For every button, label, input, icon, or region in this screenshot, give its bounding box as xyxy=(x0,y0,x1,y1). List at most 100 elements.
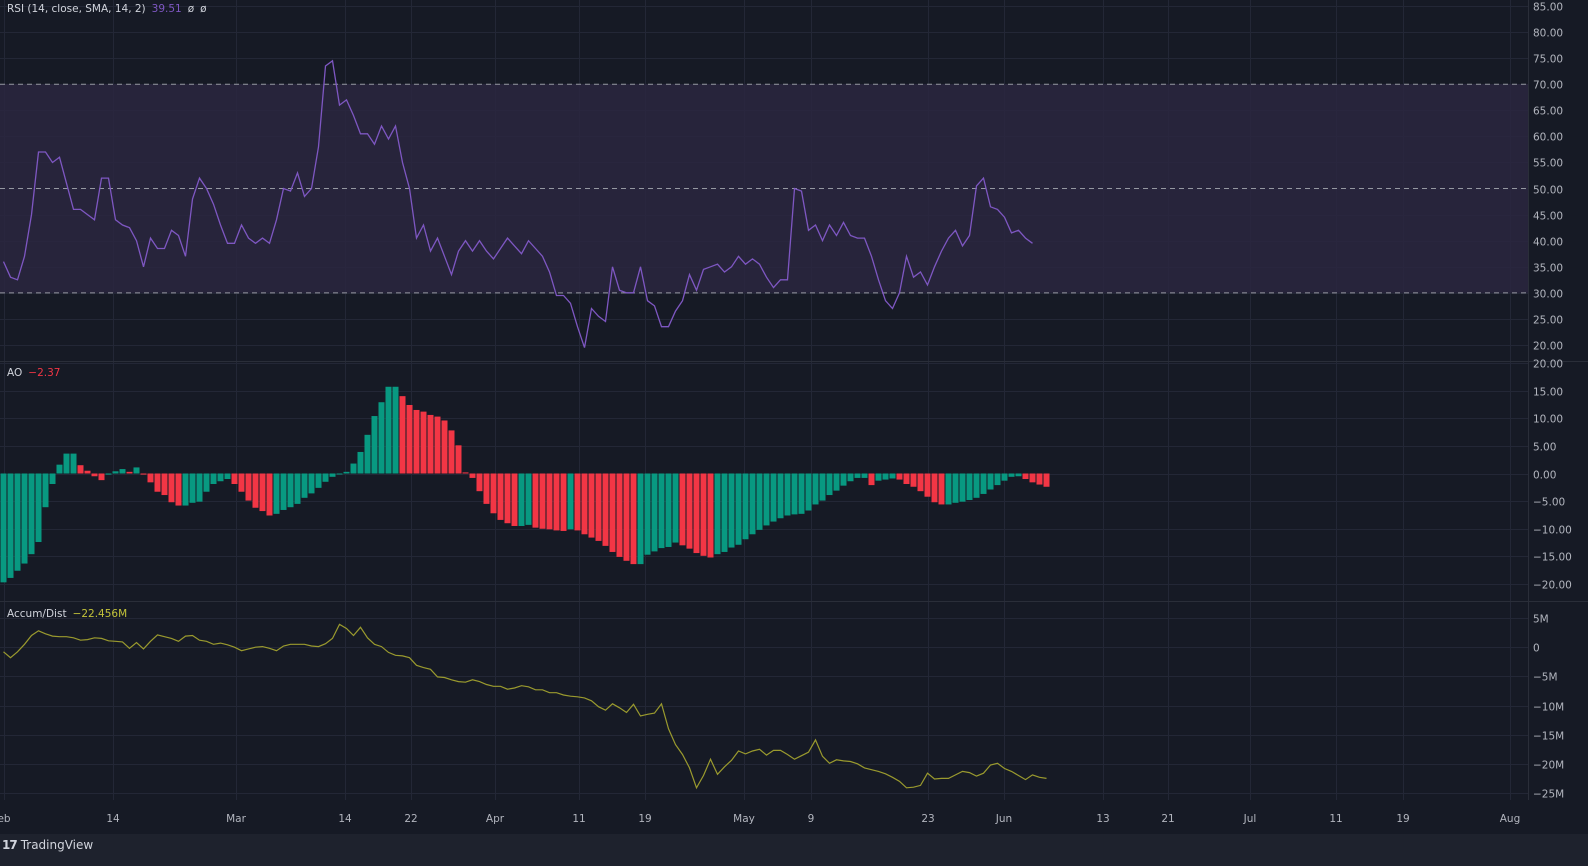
ao-bar xyxy=(112,471,119,474)
ao-bar xyxy=(56,464,63,474)
ao-bar xyxy=(1022,473,1029,480)
ao-bar xyxy=(924,473,931,497)
ao-bar xyxy=(672,473,679,543)
price-tick-label: 80.00 xyxy=(1533,28,1563,40)
ao-bar xyxy=(133,467,140,474)
ao-bar xyxy=(70,453,77,474)
ao-bar xyxy=(735,473,742,545)
rsi-extra-2: ø xyxy=(200,3,207,15)
ao-bar xyxy=(532,473,539,528)
ao-bar xyxy=(525,473,532,525)
ao-bar xyxy=(105,473,112,475)
price-tick-label: 10.00 xyxy=(1533,414,1563,426)
ao-bar xyxy=(42,473,49,508)
ad-label: Accum/Dist xyxy=(7,608,67,620)
ao-bar xyxy=(420,411,427,474)
rsi-legend[interactable]: RSI (14, close, SMA, 14, 2) 39.51 ø ø xyxy=(7,3,207,15)
ao-bar xyxy=(98,473,105,481)
chart-canvas[interactable]: 85.00 80.00 75.00 70.00 65.00 60.00 55.00 50.00… xyxy=(0,0,1588,834)
rsi-label: RSI (14, close, SMA, 14, 2) xyxy=(7,3,146,15)
ao-bar xyxy=(266,473,273,516)
ao-bar xyxy=(448,430,455,474)
ao-bar xyxy=(511,473,518,526)
ao-bar xyxy=(742,473,749,540)
ao-bar xyxy=(371,416,378,474)
price-tick-label: 20.00 xyxy=(1533,359,1563,371)
price-tick-label: 30.00 xyxy=(1533,289,1563,301)
time-tick-label: Mar xyxy=(226,813,246,825)
ao-bar xyxy=(602,473,609,546)
time-tick-label: Aug xyxy=(1500,813,1521,825)
ao-bar xyxy=(1036,473,1043,485)
ao-bar xyxy=(308,473,315,494)
ao-bar xyxy=(280,473,287,510)
ao-bar xyxy=(238,473,245,492)
ao-bar xyxy=(875,473,882,481)
ao-bar xyxy=(616,473,623,557)
tradingview-brand[interactable]: 17 TradingView xyxy=(2,838,93,852)
ao-bar xyxy=(28,473,35,555)
price-tick-label: −25M xyxy=(1533,789,1564,801)
rsi-pane[interactable] xyxy=(0,59,1528,348)
ao-bar xyxy=(0,473,7,583)
price-tick-label: 5.00 xyxy=(1533,442,1556,454)
rsi-value: 39.51 xyxy=(151,3,182,15)
ao-bar xyxy=(77,465,84,474)
ao-bar xyxy=(518,473,525,526)
ao-bar xyxy=(294,473,301,504)
ao-label: AO xyxy=(7,367,23,379)
ao-bar xyxy=(378,402,385,474)
price-axis[interactable]: 85.00 80.00 75.00 70.00 65.00 60.00 55.00 50.00… xyxy=(1528,0,1572,801)
ao-bar xyxy=(252,473,259,508)
price-tick-label: 0.00 xyxy=(1533,470,1556,482)
ao-bar xyxy=(973,473,980,498)
price-tick-label: −15M xyxy=(1533,731,1564,743)
time-tick-label: May xyxy=(733,813,755,825)
ao-bar xyxy=(728,473,735,548)
ad-value: −22.456M xyxy=(72,608,128,620)
time-axis[interactable]: eb 14 Mar 14 22 Apr 11 19 May 9 23 Jun 13 21 Jul 11 19 Au… xyxy=(0,813,1520,825)
ao-bar xyxy=(126,471,133,474)
ao-bar xyxy=(903,473,910,484)
ao-bar xyxy=(812,473,819,505)
accum-dist-pane[interactable] xyxy=(3,623,1047,790)
ao-bar xyxy=(497,473,504,520)
price-tick-label: 70.00 xyxy=(1533,80,1563,92)
time-tick-label: 14 xyxy=(106,813,120,825)
price-tick-label: −5M xyxy=(1533,672,1558,684)
price-tick-label: −10.00 xyxy=(1533,525,1572,537)
ao-bar xyxy=(455,445,462,474)
ao-bar xyxy=(679,473,686,546)
ao-bar xyxy=(224,473,231,480)
ao-bar xyxy=(581,473,588,535)
ao-bar xyxy=(637,473,644,565)
ao-bar xyxy=(826,473,833,496)
ao-bar xyxy=(665,473,672,547)
price-tick-label: 65.00 xyxy=(1533,106,1563,118)
ao-bar xyxy=(196,473,203,502)
ao-bar xyxy=(658,473,665,549)
ao-bar xyxy=(910,473,917,487)
ao-bar xyxy=(749,473,756,535)
ao-bar xyxy=(756,473,763,530)
price-tick-label: −20M xyxy=(1533,760,1564,772)
ao-bar xyxy=(301,473,308,498)
ao-legend[interactable]: AO −2.37 xyxy=(7,367,60,379)
ao-bar xyxy=(777,473,784,519)
ao-pane[interactable] xyxy=(0,386,1050,583)
ao-bar xyxy=(854,473,861,478)
ao-bar xyxy=(336,473,343,475)
ao-bar xyxy=(413,409,420,474)
time-tick-label: 23 xyxy=(921,813,934,825)
ad-legend[interactable]: Accum/Dist −22.456M xyxy=(7,608,127,620)
time-tick-label: 11 xyxy=(1329,813,1342,825)
price-tick-label: 55.00 xyxy=(1533,158,1563,170)
ao-bar xyxy=(203,473,210,492)
ao-bar xyxy=(147,473,154,483)
ao-bar xyxy=(315,473,322,488)
ao-bar xyxy=(770,473,777,522)
ao-bar xyxy=(784,473,791,516)
ao-bar xyxy=(350,463,357,474)
time-tick-label: 9 xyxy=(808,813,815,825)
ao-bar xyxy=(798,473,805,514)
